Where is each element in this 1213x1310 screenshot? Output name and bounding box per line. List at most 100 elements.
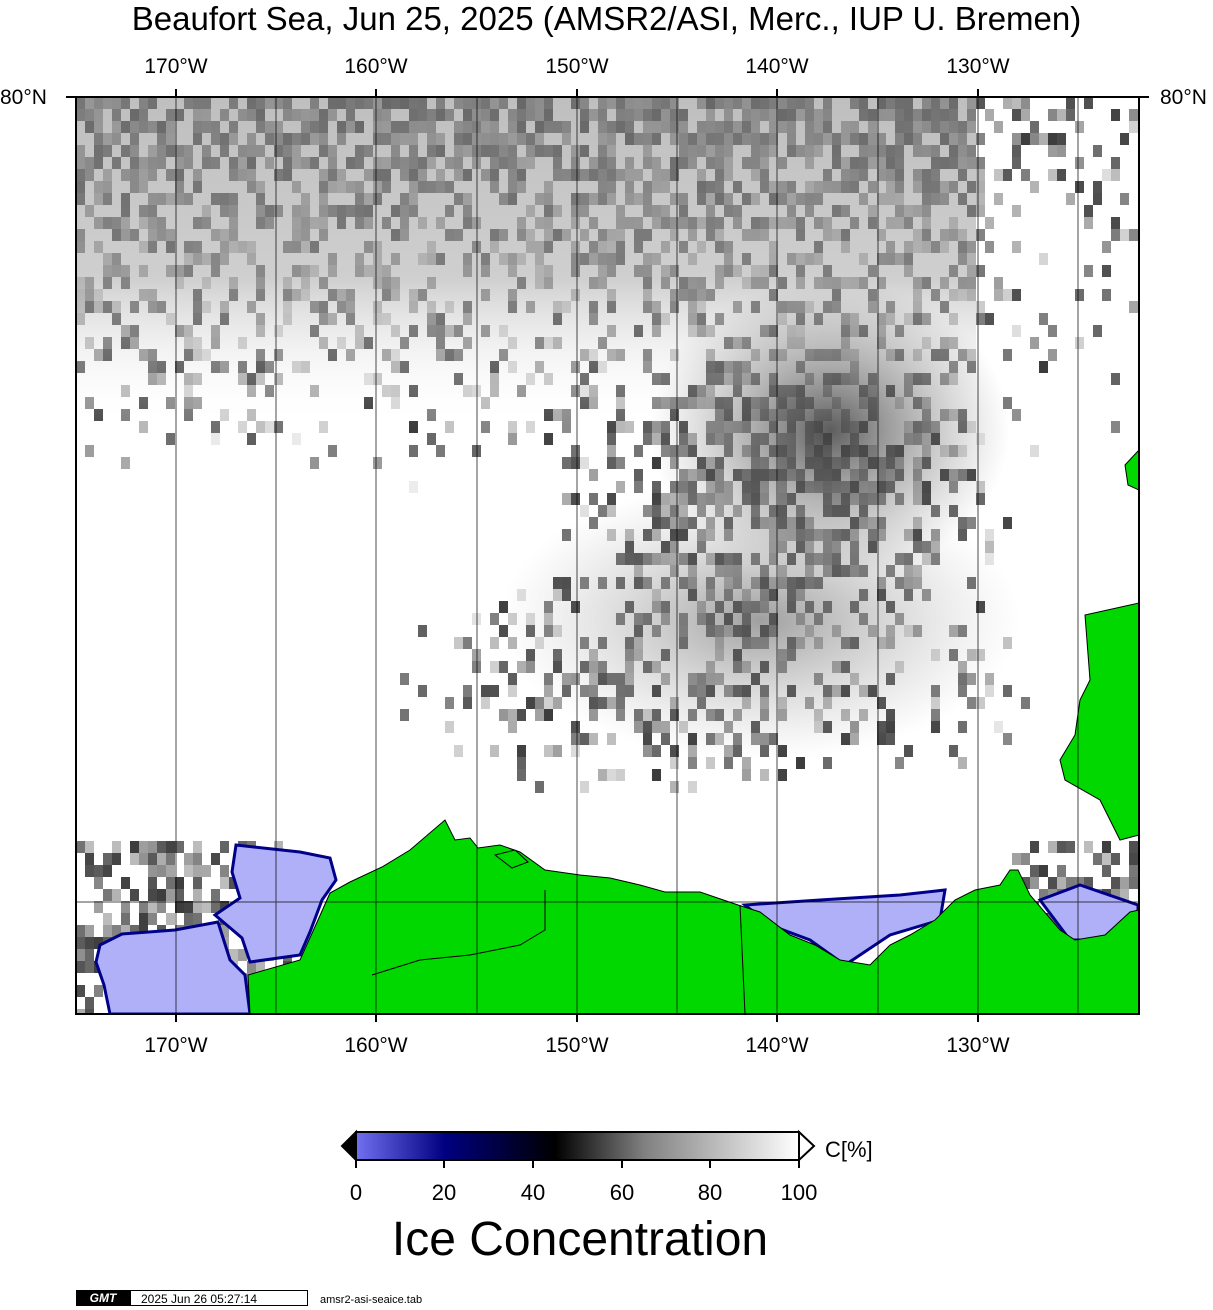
- colorbar-over-triangle: [798, 1129, 816, 1163]
- ice-cell: [373, 457, 382, 469]
- colorbar-tick-20: 20: [431, 1180, 457, 1205]
- ice-cell: [1021, 97, 1030, 109]
- ice-cell: [1084, 217, 1093, 229]
- ice-cell: [1030, 337, 1039, 349]
- ice-cell: [634, 469, 643, 481]
- low-ice-zone-mackenzie-west: [741, 888, 947, 967]
- colorbar-tick-80: 80: [697, 1180, 723, 1205]
- land-barrier-island: [493, 849, 529, 869]
- ice-cell: [1093, 193, 1102, 205]
- ice-cell: [409, 481, 418, 493]
- ice-cell: [607, 493, 616, 505]
- ice-cell: [139, 841, 148, 853]
- ice-cell: [1003, 97, 1012, 109]
- ice-cell: [652, 745, 661, 757]
- ice-cell: [1075, 877, 1084, 889]
- ice-cell: [652, 481, 661, 493]
- map-title: Beaufort Sea, Jun 25, 2025 (AMSR2/ASI, M…: [131, 0, 1082, 37]
- ice-cell: [328, 445, 337, 457]
- ice-cell: [976, 313, 985, 325]
- colorbar-under-triangle: [340, 1129, 357, 1163]
- land-banks-island: [1059, 602, 1139, 841]
- colorbar: [340, 1129, 816, 1168]
- ice-cell: [1021, 169, 1030, 181]
- ice-cell: [121, 901, 130, 913]
- map-frame: [75, 96, 1140, 1015]
- ice-cell: [103, 865, 112, 877]
- ice-cell: [1093, 181, 1102, 193]
- ice-cell: [247, 433, 256, 445]
- ice-cell: [976, 133, 985, 145]
- ice-cell: [175, 889, 184, 901]
- ice-cell: [1111, 889, 1120, 901]
- ice-cell: [1084, 841, 1093, 853]
- ice-cell: [130, 841, 139, 853]
- ice-cell: [562, 493, 571, 505]
- ice-cell: [175, 877, 184, 889]
- ice-cell: [1003, 517, 1012, 529]
- interior-boundary: [371, 890, 546, 976]
- ice-cell: [454, 637, 463, 649]
- ice-cell: [184, 853, 193, 865]
- ice-cell: [481, 685, 490, 697]
- ice-cell: [1084, 97, 1093, 109]
- ice-cell: [976, 193, 985, 205]
- ice-cell: [976, 157, 985, 169]
- lon-label-top-150w: 150°W: [545, 55, 609, 78]
- ice-cell: [760, 769, 769, 781]
- ice-cell: [1003, 169, 1012, 181]
- ice-cell: [544, 433, 553, 445]
- ice-cell: [130, 853, 139, 865]
- ice-cell: [157, 853, 166, 865]
- ice-cell: [589, 469, 598, 481]
- ice-cell: [553, 745, 562, 757]
- lon-label-top-170w: 170°W: [144, 55, 208, 78]
- ice-cell: [1003, 349, 1012, 361]
- ice-cell: [85, 841, 94, 853]
- ice-cell: [148, 853, 157, 865]
- ice-cell: [85, 925, 94, 937]
- ice-cell: [985, 685, 994, 697]
- ice-cell: [139, 913, 148, 925]
- ice-cell: [1111, 169, 1120, 181]
- ice-cell: [607, 457, 616, 469]
- ice-cell: [445, 697, 454, 709]
- ice-cell: [1129, 877, 1138, 889]
- ice-cell: [508, 721, 517, 733]
- border-line: [739, 904, 746, 1014]
- ice-cell: [643, 745, 652, 757]
- ice-cell: [1048, 145, 1057, 157]
- ice-cell: [193, 865, 202, 877]
- ice-cell: [1030, 877, 1039, 889]
- ice-cell: [1039, 133, 1048, 145]
- ice-cell: [463, 697, 472, 709]
- ice-cell: [94, 985, 103, 997]
- colorbar-tick-40: 40: [520, 1180, 546, 1205]
- ice-cell: [985, 529, 994, 541]
- ice-cell: [139, 853, 148, 865]
- ice-cell: [1048, 841, 1057, 853]
- ice-cell: [571, 445, 580, 457]
- ice-cell: [166, 877, 175, 889]
- land-island-ne: [1124, 449, 1139, 491]
- ice-cell: [1057, 865, 1066, 877]
- ice-cell: [1012, 853, 1021, 865]
- ice-cell: [1021, 853, 1030, 865]
- lon-label-top-130w: 130°W: [946, 55, 1010, 78]
- ice-cell: [94, 865, 103, 877]
- ice-cell: [76, 1009, 85, 1014]
- ice-cell: [1021, 109, 1030, 121]
- ice-cell: [103, 913, 112, 925]
- ice-cell: [121, 457, 130, 469]
- ice-cell: [544, 697, 553, 709]
- ice-cell: [1003, 685, 1012, 697]
- ice-cell: [121, 925, 130, 937]
- ice-cell: [256, 961, 265, 973]
- ice-cell: [616, 457, 625, 469]
- ice-cell: [1003, 733, 1012, 745]
- ice-cell: [1075, 121, 1084, 133]
- ice-cell: [166, 841, 175, 853]
- ice-cell: [580, 733, 589, 745]
- ice-cell: [1129, 301, 1138, 313]
- ice-cell: [778, 769, 787, 781]
